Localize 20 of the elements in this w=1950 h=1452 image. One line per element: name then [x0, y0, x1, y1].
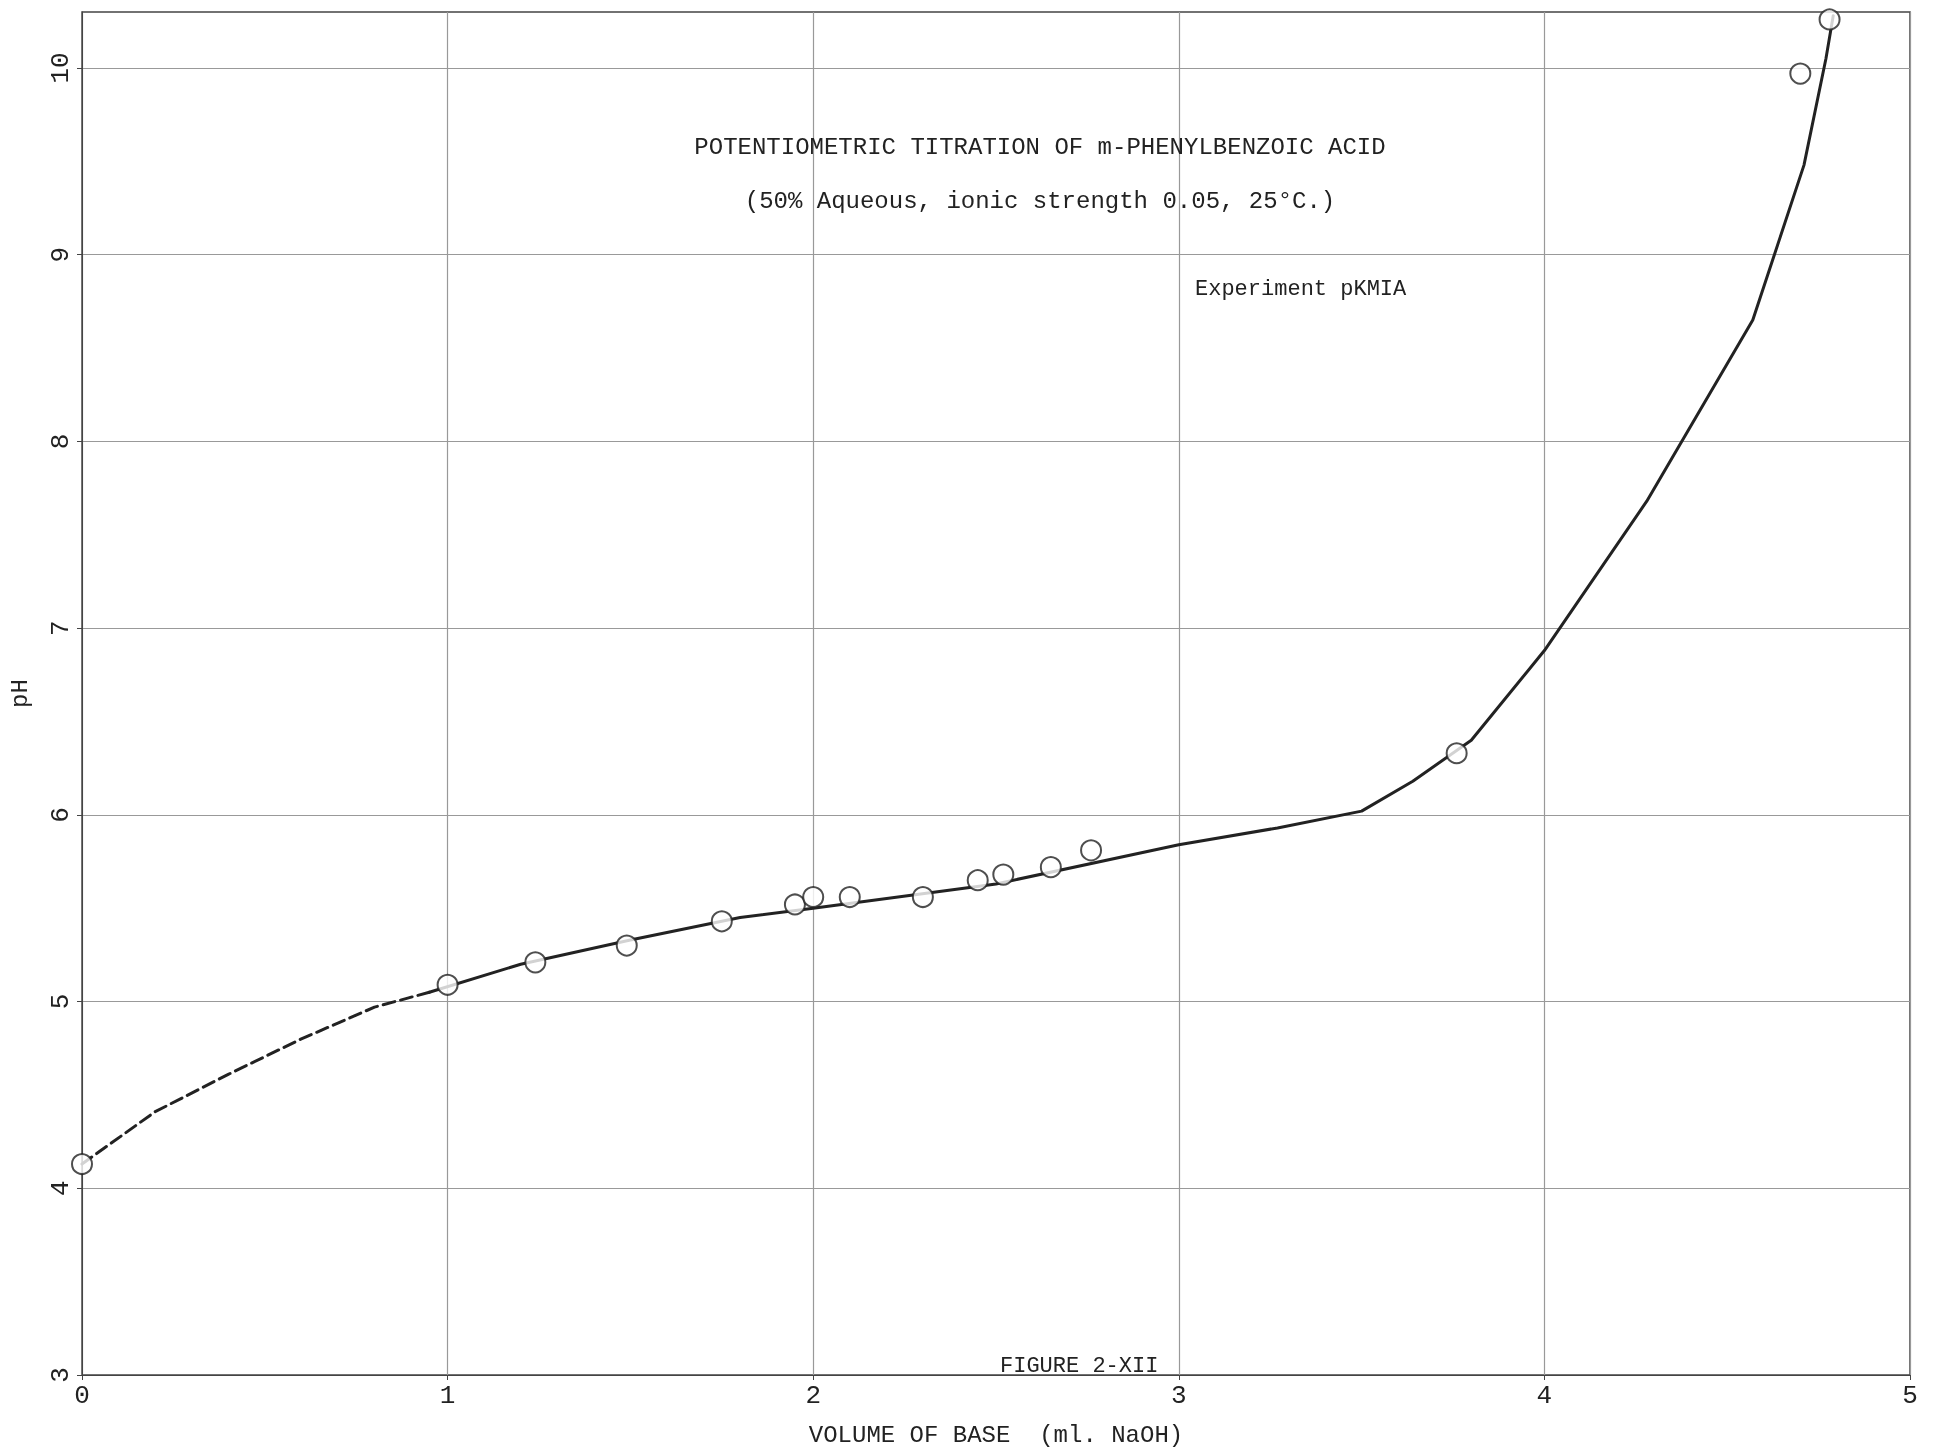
text: POTENTIOMETRIC TITRATION OF m-PHENYLBENZOIC ACID — [694, 133, 1386, 161]
y-tick-label: 3 — [46, 1367, 76, 1383]
x-tick-label: 4 — [1536, 1381, 1553, 1411]
x-tick-label: 1 — [439, 1381, 456, 1411]
text: (50% Aqueous, ionic strength 0.05, 25°C.) — [744, 187, 1336, 215]
y-tick-label: 8 — [46, 433, 76, 450]
x-tick-label: 2 — [805, 1381, 821, 1411]
x-tick-label: 3 — [1171, 1381, 1187, 1411]
y-tick-label: 4 — [46, 1180, 76, 1197]
y-tick-label: 6 — [46, 807, 76, 823]
x-tick-label: 5 — [1902, 1381, 1918, 1411]
x-axis-title: VOLUME OF BASE (ml. NaOH) — [808, 1421, 1184, 1449]
y-axis-title: pH — [6, 679, 34, 708]
y-tick-label: 5 — [46, 993, 76, 1010]
y-tick-label: 9 — [46, 246, 76, 263]
annotation: FIGURE 2-XII — [999, 1353, 1159, 1379]
annotation: Experiment pKMIA — [1195, 276, 1408, 302]
y-tick-label: 10 — [46, 52, 76, 84]
x-tick-label: 0 — [74, 1381, 90, 1411]
y-tick-label: 7 — [46, 620, 76, 636]
